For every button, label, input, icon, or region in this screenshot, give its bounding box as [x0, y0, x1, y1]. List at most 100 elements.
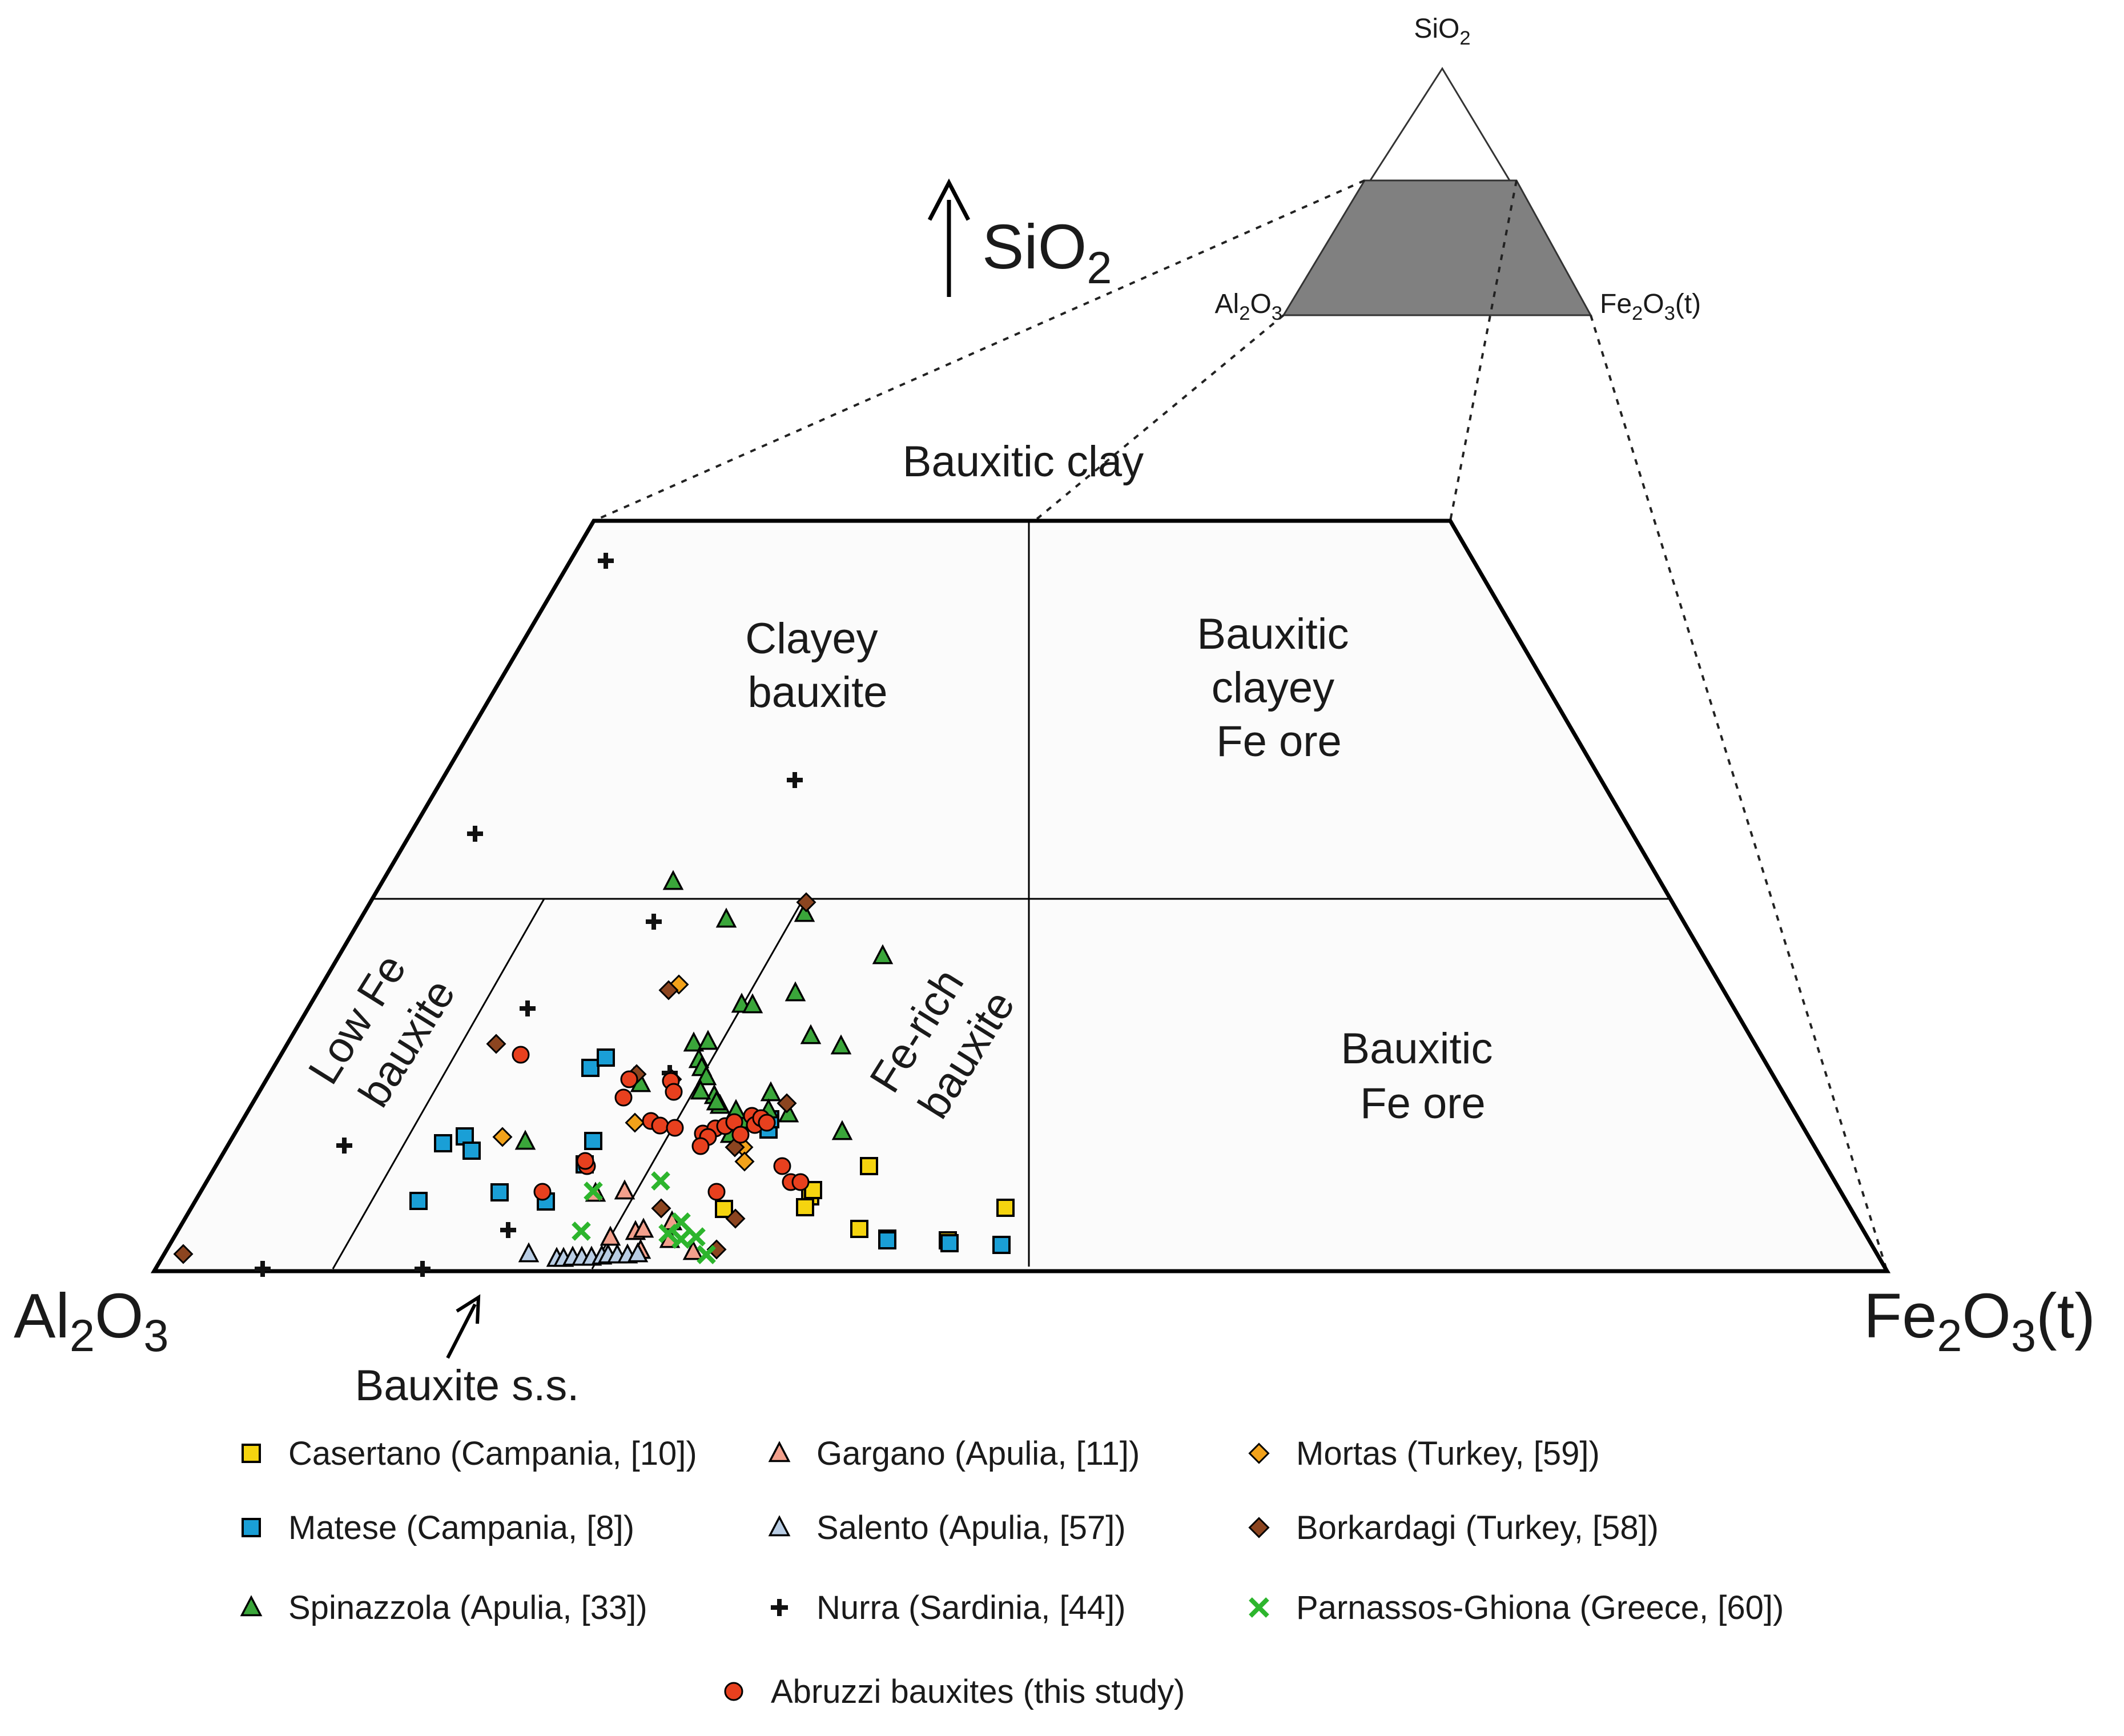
- series-abruzzi-bauxites: [512, 1046, 810, 1201]
- data-point: [584, 1182, 603, 1201]
- legend-item-parnassos-ghiona: Parnassos-Ghiona (Greece, [60]): [1249, 1589, 1784, 1626]
- inset-left-label: Al2O3: [1215, 289, 1282, 324]
- data-point: [490, 1183, 509, 1201]
- legend-label: Casertano (Campania, [10]): [288, 1435, 697, 1472]
- arrow-head-icon: [927, 178, 971, 221]
- data-point: [614, 1088, 633, 1107]
- data-point: [415, 1261, 431, 1277]
- data-point: [682, 1240, 704, 1260]
- legend-item-abruzzi-bauxites: Abruzzi bauxites (this study): [724, 1673, 1185, 1710]
- data-point: [646, 914, 662, 930]
- data-point: [683, 1031, 705, 1052]
- data-point: [665, 1083, 683, 1101]
- legend-item-spinazzola: Spinazzola (Apulia, [33]): [240, 1589, 647, 1626]
- data-point: [658, 980, 679, 1000]
- legend-label: Gargano (Apulia, [11]): [816, 1435, 1140, 1472]
- legend-marker: [242, 1518, 261, 1537]
- projection-line-right: [1590, 315, 1888, 1272]
- main-trapezoid: [150, 519, 1891, 1273]
- data-point: [715, 907, 737, 928]
- legend-marker: [724, 1682, 743, 1701]
- inset-triangle: SiO2 Al2O3 Fe2O3(t): [1215, 14, 1701, 324]
- data-point: [512, 1046, 530, 1064]
- data-point: [706, 1090, 727, 1111]
- data-point: [518, 1242, 540, 1263]
- data-points: [173, 553, 1015, 1277]
- data-point: [715, 1200, 733, 1218]
- data-point: [830, 1034, 852, 1055]
- data-point: [731, 1126, 750, 1144]
- data-point: [633, 1217, 654, 1238]
- data-point: [614, 1179, 635, 1200]
- data-point: [500, 1222, 516, 1238]
- legend-marker: [768, 1515, 791, 1537]
- corner-label-al2o3: Al2O3: [14, 1281, 168, 1361]
- data-point: [514, 1130, 536, 1150]
- data-point: [804, 1181, 822, 1199]
- data-point: [409, 1192, 428, 1210]
- projection-line-left: [593, 179, 1365, 522]
- data-point: [831, 1120, 853, 1140]
- data-point: [992, 1236, 1011, 1254]
- legend-marker: [1248, 1517, 1270, 1538]
- legend-marker: [242, 1444, 261, 1463]
- data-point: [651, 1198, 671, 1219]
- data-point: [625, 1112, 645, 1133]
- data-point: [996, 1199, 1015, 1217]
- data-point: [796, 1198, 814, 1216]
- series-gargano: [585, 1179, 704, 1260]
- data-point: [671, 1229, 691, 1249]
- region-bauxitic-clayey-fe-ore: Bauxitic clayey Fe ore: [1197, 610, 1361, 766]
- region-clayey-bauxite: Clayey bauxite: [745, 614, 890, 717]
- legend-item-salento: Salento (Apulia, [57]): [768, 1509, 1126, 1546]
- data-point: [651, 1171, 670, 1191]
- legend-label: Spinazzola (Apulia, [33]): [288, 1589, 647, 1626]
- region-bauxitic-fe-ore: Bauxitic Fe ore: [1341, 1024, 1504, 1128]
- data-point: [533, 1183, 552, 1201]
- data-point: [758, 1114, 776, 1132]
- data-point: [860, 1157, 878, 1175]
- legend-label: Borkardagi (Turkey, [58]): [1296, 1509, 1659, 1546]
- projection-lines: [593, 179, 1888, 1272]
- data-point: [940, 1234, 959, 1252]
- legend-label: Mortas (Turkey, [59]): [1296, 1435, 1600, 1472]
- data-point: [671, 1212, 691, 1232]
- data-point: [697, 1245, 716, 1264]
- data-point: [336, 1138, 352, 1154]
- bauxite-ss-arrow-shaft: [446, 1303, 477, 1359]
- bauxite-ss-arrow: [446, 1294, 481, 1359]
- data-point: [651, 1116, 669, 1135]
- data-point: [742, 993, 763, 1014]
- legend-label: Salento (Apulia, [57]): [816, 1509, 1126, 1546]
- data-point: [695, 1065, 717, 1086]
- legend-label: Nurra (Sardinia, [44]): [816, 1589, 1126, 1626]
- data-point: [760, 1081, 782, 1102]
- data-point: [581, 1059, 600, 1077]
- region-bauxitic-clay: Bauxitic clay: [903, 437, 1144, 486]
- data-point: [173, 1244, 194, 1264]
- data-point: [707, 1183, 726, 1201]
- data-point: [872, 944, 894, 965]
- data-point: [520, 1000, 536, 1016]
- legend-label: Abruzzi bauxites (this study): [771, 1673, 1185, 1710]
- projection-line-mid: [1033, 314, 1285, 522]
- data-point: [467, 826, 483, 842]
- data-point: [462, 1142, 481, 1160]
- data-point: [666, 1119, 684, 1137]
- legend-item-gargano: Gargano (Apulia, [11]): [768, 1435, 1140, 1472]
- data-point: [690, 1079, 711, 1100]
- legend-item-nurra: Nurra (Sardinia, [44]): [771, 1589, 1126, 1626]
- data-point: [576, 1152, 594, 1170]
- data-point: [434, 1134, 452, 1152]
- data-point: [794, 902, 815, 922]
- data-point: [492, 1127, 513, 1147]
- legend-marker: [240, 1595, 263, 1617]
- inset-right-label: Fe2O3(t): [1600, 289, 1701, 324]
- arrow-head-icon: [456, 1294, 481, 1324]
- data-point: [778, 1102, 799, 1123]
- corner-label-fe2o3t: Fe2O3(t): [1864, 1281, 2095, 1361]
- region-bauxite-ss: Bauxite s.s.: [355, 1361, 580, 1410]
- legend: Casertano (Campania, [10]) Matese (Campan…: [240, 1435, 1784, 1710]
- series-matese: [409, 1048, 1011, 1254]
- data-point: [627, 1242, 649, 1263]
